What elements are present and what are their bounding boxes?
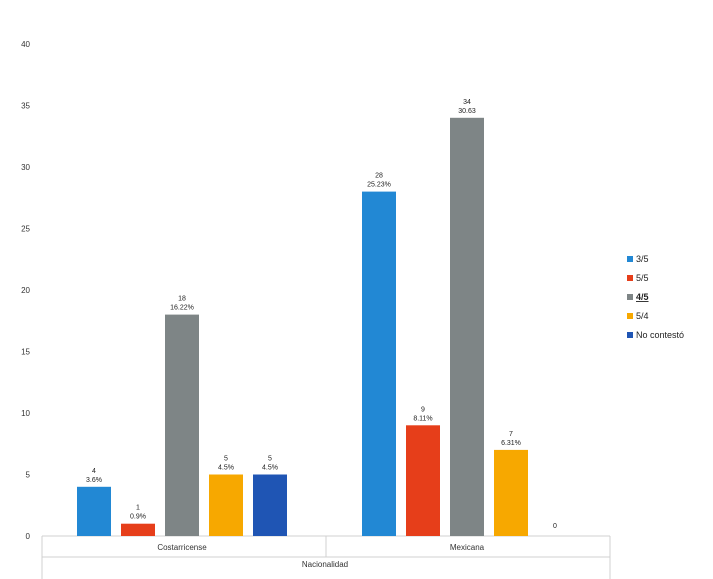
- bar-mexicana-3-5: [362, 191, 396, 536]
- data-labels: 4 3.6% 1 0.9% 18 16.22% 5 4.5% 5 4.5% 28 25.23% 9 8.1…: [86, 99, 557, 530]
- data-label-percent: 0.9%: [130, 514, 146, 521]
- category-label: Mexicana: [450, 543, 485, 552]
- y-axis-ticks: 0 5 10 15 20 25 30 35 40: [21, 40, 30, 541]
- data-label-percent: 4.5%: [262, 465, 278, 472]
- data-label-value: 1: [136, 505, 140, 512]
- legend-swatch: [627, 313, 633, 319]
- data-label-value: 18: [178, 296, 186, 303]
- bar-costarricense-4-5: [165, 314, 199, 536]
- data-label-percent: 25.23%: [367, 182, 391, 189]
- legend-label: No contestó: [636, 330, 684, 340]
- legend-swatch: [627, 332, 633, 338]
- legend-label: 5/5: [636, 273, 649, 283]
- data-label-value: 5: [224, 456, 228, 463]
- category-labels: Costarricense Mexicana: [157, 543, 484, 552]
- data-label-percent: 8.11%: [413, 415, 432, 422]
- data-label-percent: 6.31%: [501, 440, 521, 447]
- legend-swatch: [627, 256, 633, 262]
- legend-label: 3/5: [636, 254, 649, 264]
- data-label-percent: 30.63: [458, 108, 476, 115]
- y-tick-label: 0: [26, 532, 31, 541]
- bars: [77, 117, 528, 537]
- x-axis-title: Nacionalidad: [302, 560, 348, 569]
- y-tick-label: 40: [21, 40, 30, 49]
- bar-mexicana-5-5: [406, 425, 440, 536]
- data-label-value: 5: [268, 456, 272, 463]
- bar-costarricense-3-5: [77, 486, 111, 536]
- y-tick-label: 20: [21, 286, 30, 295]
- y-tick-label: 30: [21, 163, 30, 172]
- data-label-value: 34: [463, 99, 471, 106]
- bar-costarricense-5-4: [209, 474, 243, 536]
- legend: 3/5 5/5 4/5 5/4 No contestó: [627, 254, 684, 340]
- legend-label: 4/5: [636, 292, 649, 302]
- legend-swatch: [627, 275, 633, 281]
- data-label-value: 7: [509, 431, 513, 438]
- y-tick-label: 35: [21, 102, 30, 111]
- data-label-percent: 3.6%: [86, 477, 102, 484]
- data-label-value: 9: [421, 406, 425, 413]
- legend-label: 5/4: [636, 311, 649, 321]
- bar-mexicana-5-4: [494, 449, 528, 536]
- data-label-value: 0: [553, 523, 557, 530]
- y-tick-label: 5: [26, 471, 31, 480]
- data-label-percent: 16.22%: [170, 305, 194, 312]
- plot-frame: [41, 535, 611, 579]
- y-tick-label: 10: [21, 409, 30, 418]
- bar-costarricense-no-contest-: [253, 474, 287, 536]
- y-tick-label: 15: [21, 348, 30, 357]
- bar-mexicana-4-5: [450, 117, 484, 537]
- bar-costarricense-5-5: [121, 523, 155, 536]
- category-label: Costarricense: [157, 543, 207, 552]
- legend-swatch: [627, 294, 633, 300]
- data-label-value: 28: [375, 173, 383, 180]
- y-tick-label: 25: [21, 225, 30, 234]
- data-label-percent: 4.5%: [218, 465, 234, 472]
- data-label-value: 4: [92, 468, 96, 475]
